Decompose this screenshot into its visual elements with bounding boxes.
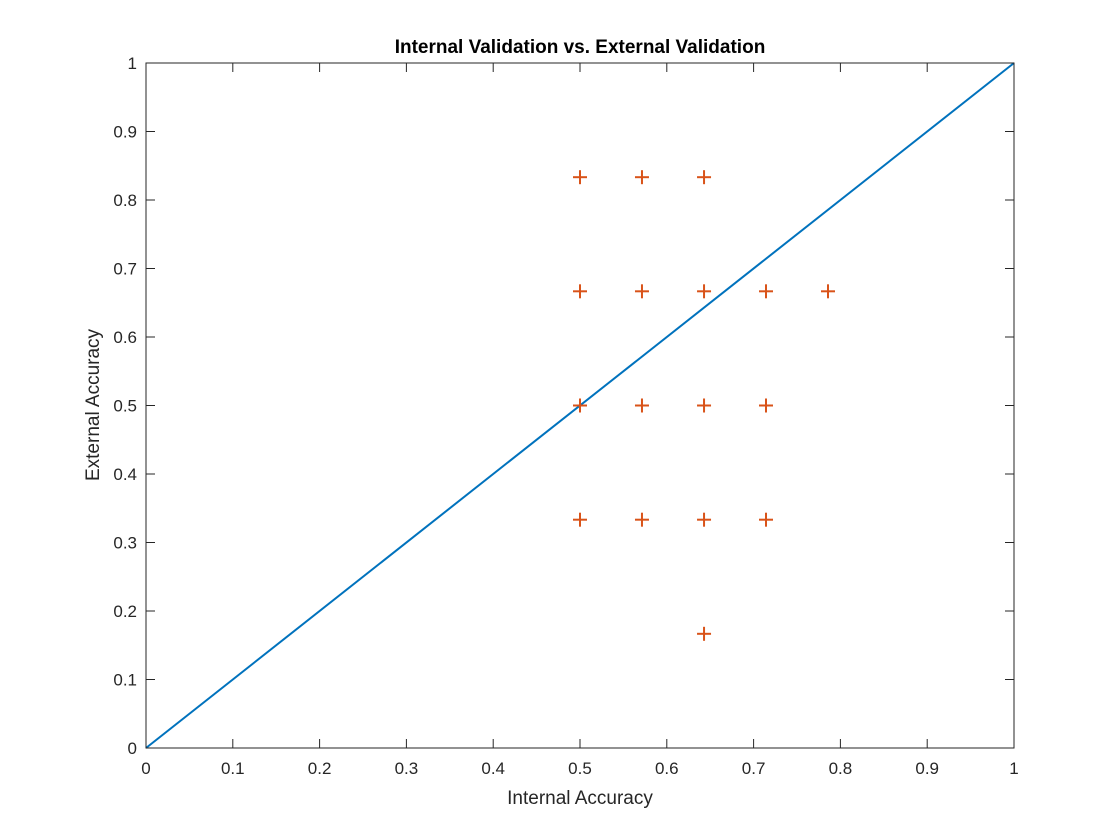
x-tick-label: 0.8 [829,759,853,778]
y-tick-label: 0.6 [113,328,137,347]
y-tick-label: 0.1 [113,671,137,690]
data-point-plus-marker [697,626,712,641]
y-axis-label: External Accuracy [83,328,104,481]
data-point-plus-marker [759,512,774,527]
data-point-plus-marker [634,512,649,527]
x-axis-label: Internal Accuracy [507,788,653,809]
data-point-plus-marker [634,170,649,185]
x-tick-label: 1 [1009,759,1018,778]
chart-title: Internal Validation vs. External Validat… [395,37,766,58]
data-point-plus-marker [573,284,587,299]
data-point-plus-marker [634,284,649,299]
data-point-plus-marker [759,398,774,413]
data-point-plus-marker [573,170,587,185]
y-tick-label: 0.3 [113,534,137,553]
x-tick-label: 0.2 [308,759,332,778]
x-tick-label: 0.4 [481,759,505,778]
plot-area [145,62,1015,749]
x-tick-label: 0.6 [655,759,679,778]
data-point-plus-marker [634,398,649,413]
y-tick-label: 0.2 [113,602,137,621]
data-point-plus-marker [573,512,587,527]
y-tick-label: 0 [128,739,137,758]
y-tick-label: 0.5 [113,397,137,416]
data-point-plus-marker [573,398,587,413]
x-tick-label: 0 [141,759,150,778]
y-tick-label: 0.7 [113,260,137,279]
y-tick-label: 0.4 [113,465,137,484]
y-tick-label: 1 [128,54,137,73]
y-tick-label: 0.9 [113,123,137,142]
x-tick-label: 0.1 [221,759,245,778]
data-point-plus-marker [759,284,774,299]
data-point-plus-marker [697,284,712,299]
x-tick-label: 0.7 [742,759,766,778]
data-point-plus-marker [697,512,712,527]
x-tick-label: 0.5 [568,759,592,778]
x-tick-label: 0.9 [915,759,939,778]
y-tick-label: 0.8 [113,191,137,210]
data-point-plus-marker [697,170,712,185]
data-point-plus-marker [820,284,835,299]
x-tick-label: 0.3 [395,759,419,778]
axis-ticks: 0 0.1 0.2 0.3 0.4 0.5 0.6 0.7 0.8 0.9 1 0 0.1 0.2 0.3 0… [113,54,1018,778]
data-point-plus-marker [697,398,712,413]
